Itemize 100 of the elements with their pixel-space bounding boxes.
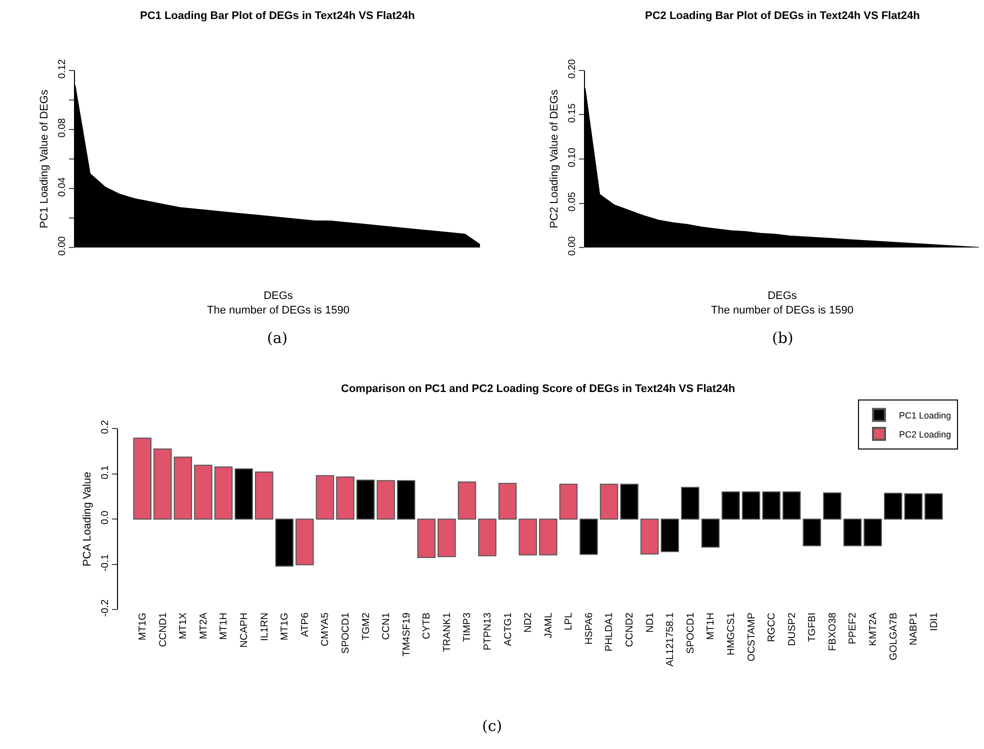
x-tick-label: GOLGA7B xyxy=(888,612,900,660)
x-tick-label: ACTG1 xyxy=(502,612,514,646)
x-tick-label: MT1X xyxy=(178,612,190,640)
y-tick-label: 0.04 xyxy=(57,176,68,197)
bar xyxy=(376,480,395,520)
y-tick-label: 0.20 xyxy=(567,58,578,79)
x-tick-label: MT1G xyxy=(280,612,291,640)
x-tick-label: KMT2A xyxy=(868,612,880,646)
bar xyxy=(458,481,476,520)
x-tick-label: MT1H xyxy=(706,612,717,640)
x-tick-label: RGCC xyxy=(766,612,778,642)
bar xyxy=(194,464,212,520)
x-tick-label: HSPA6 xyxy=(584,612,595,645)
x-axis-title: DEGs xyxy=(264,290,294,302)
x-tick-label: OCSTAMP xyxy=(746,612,758,662)
x-tick-label: PHLDA1 xyxy=(604,612,616,652)
text: The number of DEGs is 1590 xyxy=(207,304,350,316)
bar xyxy=(234,468,253,520)
bar xyxy=(722,491,740,520)
x-tick-label: NABP1 xyxy=(908,612,920,646)
bar xyxy=(762,491,780,520)
bar xyxy=(275,518,294,567)
x-tick-label: TGFBI xyxy=(807,612,818,642)
bar xyxy=(701,518,720,548)
bar xyxy=(174,456,192,520)
x-tick-label: AL121758.1 xyxy=(665,612,676,667)
bar xyxy=(620,484,638,520)
y-tick-label: 0.08 xyxy=(57,118,68,138)
x-tick-label: FBXO38 xyxy=(827,612,838,651)
y-tick-label: 0.15 xyxy=(567,103,578,123)
text: (a) xyxy=(267,329,288,347)
bar xyxy=(438,518,456,558)
bar xyxy=(843,518,862,546)
bar xyxy=(802,518,822,546)
bar xyxy=(133,438,152,520)
legend-label: PC1 Loading xyxy=(899,410,952,420)
chart-title: PC2 Loading Bar Plot of DEGs in Text24h VS Flat24h xyxy=(645,10,920,22)
y-tick-label: -0.1 xyxy=(100,554,111,572)
text: The number of DEGs is 1590 xyxy=(711,304,854,316)
bar xyxy=(396,480,416,520)
x-tick-label: PTPN13 xyxy=(482,612,494,650)
bar xyxy=(640,518,659,554)
bar xyxy=(660,518,680,552)
bar xyxy=(296,518,314,566)
x-tick-label: TM4SF19 xyxy=(401,612,412,657)
bar xyxy=(154,448,172,520)
bar xyxy=(823,492,842,520)
x-tick-label: CCND2 xyxy=(624,612,636,648)
y-tick-label: 0.0 xyxy=(100,510,111,525)
y-tick-label: 0.05 xyxy=(567,192,578,212)
x-tick-label: SPOCD1 xyxy=(340,612,352,654)
text: (b) xyxy=(772,329,794,347)
x-tick-label: TGM2 xyxy=(360,612,372,640)
x-tick-label: CMYA5 xyxy=(320,612,332,646)
bar xyxy=(884,492,902,520)
bar xyxy=(580,518,598,555)
bar xyxy=(417,518,436,558)
bar xyxy=(681,486,700,520)
x-tick-label: MT2A xyxy=(198,612,210,640)
bar xyxy=(356,480,375,520)
legend-label: PC2 Loading xyxy=(899,429,952,440)
x-tick-label: PPEF2 xyxy=(848,612,859,644)
bar xyxy=(782,491,801,520)
y-tick-label: 0.00 xyxy=(567,236,578,256)
x-tick-label: ATP6 xyxy=(300,612,311,637)
x-tick-label: ND2 xyxy=(523,612,534,633)
x-tick-label: HMGCS1 xyxy=(726,612,737,656)
bar xyxy=(518,518,537,556)
bar xyxy=(559,484,578,520)
bar xyxy=(254,472,274,520)
x-tick-label: SPOCD1 xyxy=(685,612,696,654)
y-tick-label: 0.1 xyxy=(100,464,111,480)
x-tick-label: IDI1 xyxy=(928,612,940,631)
bar xyxy=(214,466,233,520)
chart-title: Comparison on PC1 and PC2 Loading Score of DEGs in Text24h VS Flat24h xyxy=(341,383,736,395)
x-tick-label: TRANK1 xyxy=(442,612,453,652)
y-tick-label: -0.2 xyxy=(100,599,111,617)
bar xyxy=(539,518,558,556)
bar xyxy=(742,491,760,520)
bar xyxy=(600,484,618,520)
y-axis-title: PC1 Loading Value of DEGs xyxy=(38,89,51,228)
x-tick-label: CCND1 xyxy=(158,612,169,648)
bar xyxy=(478,518,496,556)
x-tick-label: IL1RN xyxy=(259,612,270,641)
x-tick-label: ND1 xyxy=(644,612,656,633)
bar xyxy=(498,482,517,520)
x-tick-label: CCN1 xyxy=(381,612,392,640)
bar xyxy=(924,493,943,520)
text: (c) xyxy=(482,717,502,735)
x-axis-title: DEGs xyxy=(768,290,798,302)
y-axis-title: PC2 Loading Value of DEGs xyxy=(548,89,561,228)
x-tick-label: MT1H xyxy=(218,612,230,640)
x-tick-label: DUSP2 xyxy=(786,612,798,646)
bar xyxy=(336,476,354,520)
y-tick-label: 0.12 xyxy=(57,58,68,79)
y-tick-label: 0.00 xyxy=(57,236,68,256)
y-tick-label: 0.2 xyxy=(100,420,111,434)
bar xyxy=(316,475,334,520)
x-tick-label: NCAPH xyxy=(239,612,250,648)
x-tick-label: LPL xyxy=(564,612,575,630)
